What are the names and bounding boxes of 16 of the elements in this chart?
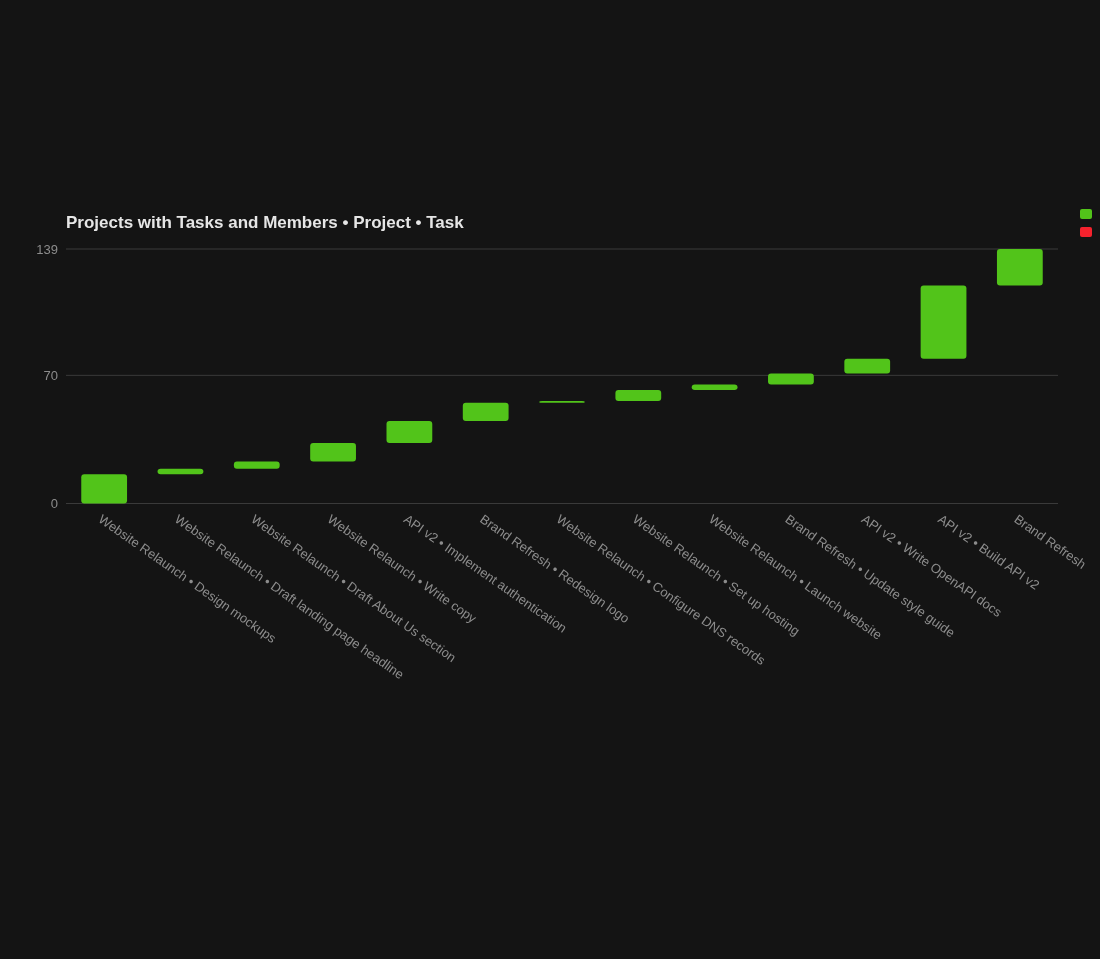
bar <box>81 474 128 504</box>
y-tick-label: 70 <box>43 367 58 383</box>
bar <box>768 373 814 385</box>
y-tick-label: 139 <box>36 241 58 257</box>
bar <box>233 461 280 469</box>
bar <box>310 443 356 462</box>
y-tick-label: 0 <box>50 496 58 512</box>
bar <box>691 384 738 390</box>
bar <box>996 249 1043 286</box>
bar <box>157 468 204 475</box>
bar <box>386 421 433 444</box>
bar <box>920 285 967 359</box>
chart-title: Projects with Tasks and Members • Project • Task <box>66 213 465 232</box>
bar <box>844 358 891 374</box>
bar <box>615 389 662 401</box>
bar <box>462 402 509 422</box>
